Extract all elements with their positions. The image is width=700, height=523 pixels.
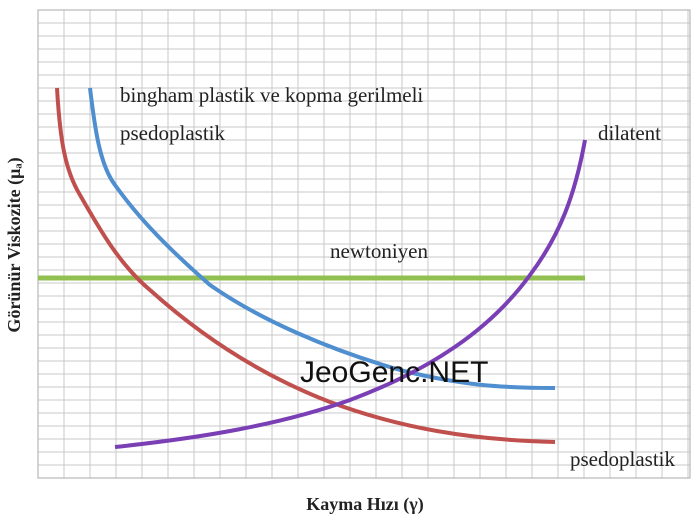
pseudoplastic-curve: [55, 87, 556, 444]
curve-label: bingham plastik ve kopma gerilmeli: [120, 83, 423, 107]
curve-label: dilatent: [598, 121, 661, 145]
bingham-curve: [88, 87, 556, 390]
curve-label: psedoplastik: [570, 447, 675, 471]
plot-frame: [37, 9, 691, 479]
curve-label: newtoniyen: [330, 239, 428, 263]
curve-label: psedoplastik: [120, 121, 225, 145]
x-axis-label: Kayma Hızı (γ): [306, 494, 423, 515]
dilatent-curve: [114, 139, 587, 449]
y-axis-label: Görünür Viskozite (μₐ): [4, 157, 25, 332]
watermark: JeoGenc.NET: [300, 356, 488, 389]
